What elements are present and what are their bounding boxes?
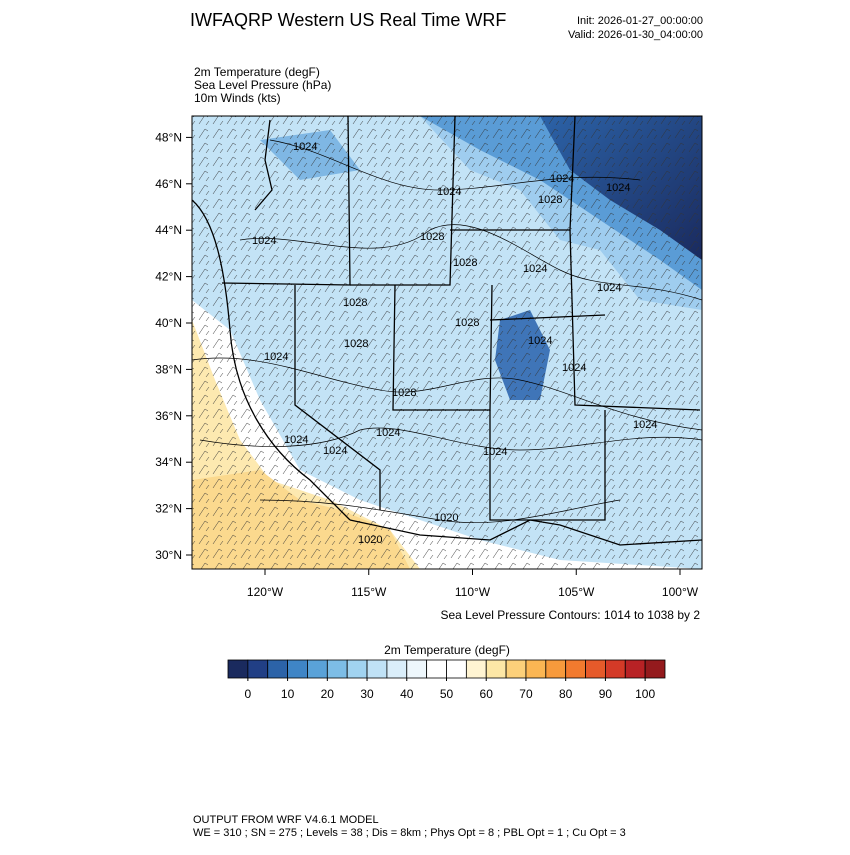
contour-label: 1024 (284, 434, 308, 446)
color-box (426, 659, 447, 679)
color-box (485, 659, 507, 679)
init-time: Init: 2026-01-27_00:00:00 (577, 15, 703, 27)
color-box (545, 659, 567, 679)
contour-label: 1024 (606, 182, 630, 194)
color-box (525, 659, 547, 679)
color-box (565, 659, 586, 679)
color-box (605, 659, 626, 679)
lat-tick-label: 36°N (155, 409, 182, 423)
color-box (505, 659, 527, 679)
colorbar-tick-label: 50 (440, 687, 454, 701)
contour-label: 1028 (344, 338, 368, 350)
lat-tick-label: 46°N (155, 177, 182, 191)
map-field: 1024 1024 1024 1028 1024 1028 1024 1024 … (192, 116, 702, 569)
contour-label: 1024 (550, 173, 574, 185)
contour-label: 1028 (392, 387, 416, 399)
contour-label: 1024 (528, 335, 552, 347)
colorbar-tick-label: 10 (281, 687, 295, 701)
contour-label: 1024 (376, 427, 400, 439)
footer-line: OUTPUT FROM WRF V4.6.1 MODEL (193, 814, 379, 826)
lat-tick-label: 48°N (155, 130, 182, 144)
footer-line: WE = 310 ; SN = 275 ; Levels = 38 ; Dis … (193, 827, 626, 839)
colorbar-tick-label: 90 (599, 687, 613, 701)
contour-label: 1024 (523, 263, 547, 275)
contour-label: 1024 (437, 186, 461, 198)
contour-label: 1024 (597, 282, 621, 294)
contour-label: 1028 (420, 231, 444, 243)
color-box (624, 659, 646, 679)
contour-label: 1024 (633, 419, 657, 431)
lat-tick-label: 42°N (155, 270, 182, 284)
color-box (446, 659, 467, 679)
color-box (585, 659, 606, 679)
lat-tick-label: 32°N (155, 502, 182, 516)
lon-tick-label: 100°W (662, 585, 699, 599)
colorbar-tick-label: 0 (245, 687, 252, 701)
color-box (227, 659, 249, 679)
lon-tick-label: 120°W (247, 585, 284, 599)
color-box (247, 659, 269, 679)
colorbar-title: 2m Temperature (degF) (384, 643, 510, 657)
color-box (346, 659, 368, 679)
contour-label: 1020 (434, 512, 458, 524)
wind-barbs (192, 116, 702, 569)
contour-note: Sea Level Pressure Contours: 1014 to 103… (441, 608, 701, 622)
color-box (326, 659, 348, 679)
field-label: 10m Winds (kts) (194, 91, 281, 105)
lat-tick-label: 40°N (155, 316, 182, 330)
map-frame (191, 115, 703, 570)
contour-label: 1024 (323, 445, 347, 457)
color-box (366, 659, 388, 679)
contour-label: 1028 (455, 317, 479, 329)
colorbar-tick-label: 30 (360, 687, 374, 701)
contour-label: 1028 (453, 257, 477, 269)
field-label: Sea Level Pressure (hPa) (194, 78, 331, 92)
contour-label: 1024 (483, 446, 507, 458)
contour-label: 1028 (538, 194, 562, 206)
color-box (267, 659, 288, 679)
lat-tick-label: 38°N (155, 362, 182, 376)
field-label: 2m Temperature (degF) (194, 65, 320, 79)
valid-time: Valid: 2026-01-30_04:00:00 (568, 29, 703, 41)
pressure-contours (192, 139, 702, 524)
state-borders (192, 116, 702, 546)
lat-tick-label: 34°N (155, 455, 182, 469)
color-box (406, 659, 428, 679)
contour-label: 1024 (252, 235, 276, 247)
color-box (386, 659, 408, 679)
colorbar-tick-label: 100 (635, 687, 655, 701)
colorbar-tick-label: 20 (321, 687, 335, 701)
title: IWFAQRP Western US Real Time WRF (190, 10, 506, 30)
color-box (287, 659, 308, 679)
lat-tick-label: 44°N (155, 223, 182, 237)
colorbar-tick-label: 40 (400, 687, 414, 701)
color-box (644, 659, 666, 679)
contour-label: 1024 (293, 141, 317, 153)
colorbar-tick-label: 70 (519, 687, 533, 701)
colorbar-tick-label: 60 (480, 687, 494, 701)
contour-label: 1024 (562, 362, 586, 374)
lon-tick-label: 110°W (455, 585, 491, 599)
contour-label: 1028 (343, 297, 367, 309)
lon-tick-label: 115°W (351, 585, 387, 599)
contour-label: 1020 (358, 534, 382, 546)
color-box (465, 659, 487, 679)
color-box (307, 659, 328, 679)
lat-tick-label: 30°N (155, 548, 182, 562)
lon-tick-label: 105°W (558, 585, 595, 599)
colorbar-tick-label: 80 (559, 687, 573, 701)
contour-label: 1024 (264, 351, 288, 363)
